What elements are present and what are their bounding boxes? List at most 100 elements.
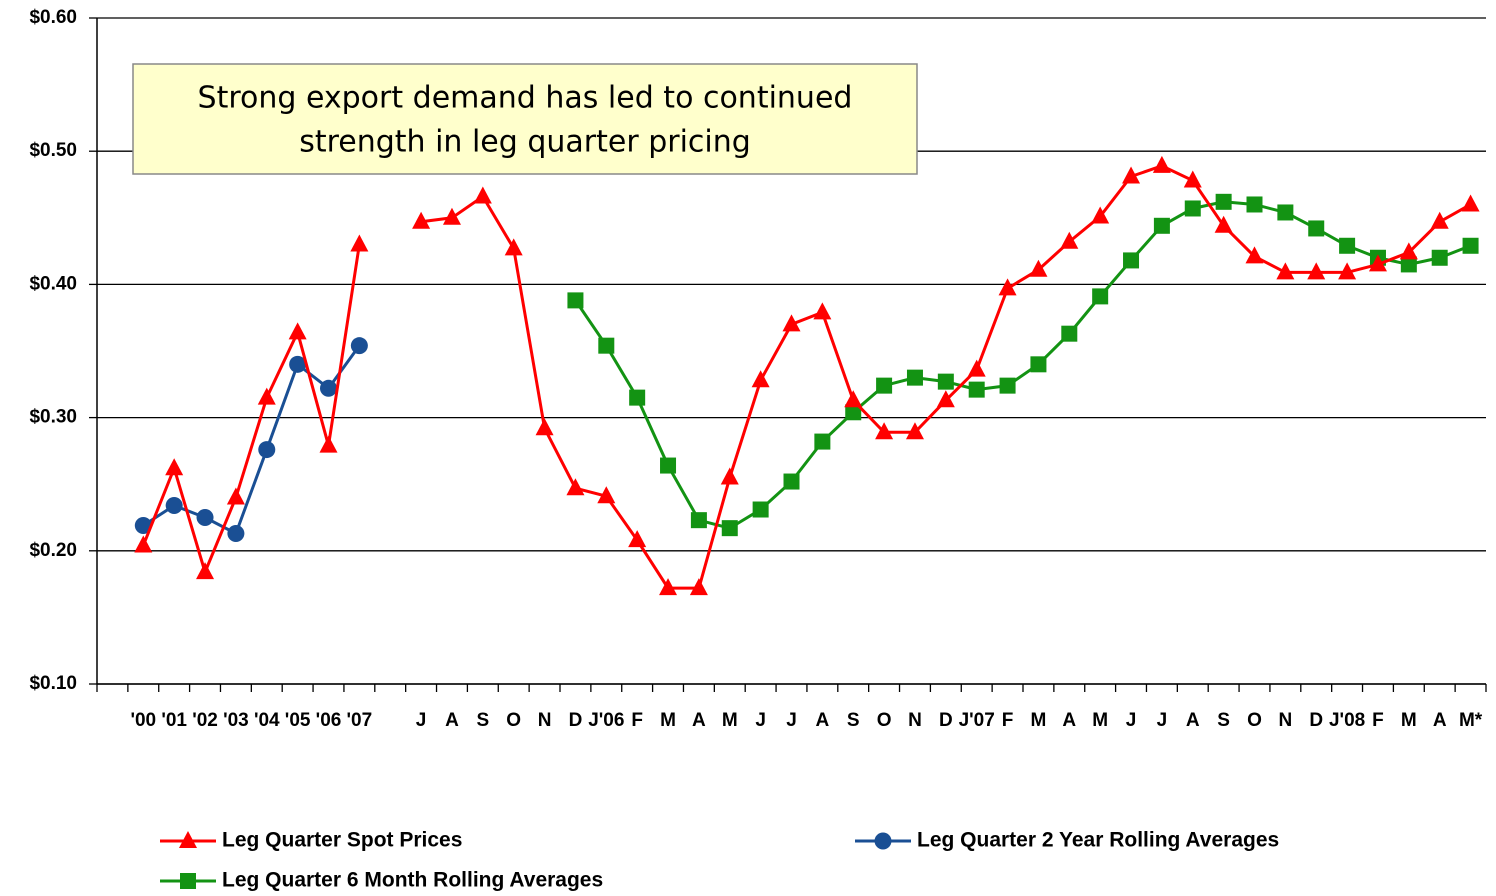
legend-marker [874,832,892,850]
marker-square [1400,256,1417,273]
marker-square [721,520,738,537]
marker-triangle [1060,231,1079,249]
marker-square [999,377,1016,394]
marker-square [937,373,954,390]
x-tick-label: J [416,710,427,731]
marker-circle [134,516,152,534]
x-tick-label: A [692,710,706,731]
x-tick-label: '04 [254,710,280,731]
x-tick-label: J'06 [588,710,624,731]
x-tick-label: M [1031,710,1047,731]
legend-marker [179,831,197,848]
marker-triangle [134,535,153,553]
x-tick-label: A [1186,710,1200,731]
marker-triangle [535,418,554,436]
marker-square [1184,200,1201,217]
x-tick-label: M [660,710,676,731]
x-tick-label: O [877,710,892,731]
marker-triangle [689,578,708,596]
marker-circle [350,337,368,355]
x-tick-label: A [815,710,829,731]
marker-triangle [1461,194,1480,212]
marker-square [1308,220,1325,237]
marker-triangle [813,302,832,320]
marker-square [906,369,923,386]
marker-triangle [196,562,215,580]
marker-triangle [566,478,585,496]
x-tick-label: '03 [223,710,249,731]
marker-triangle [1276,262,1295,280]
marker-triangle [1245,246,1264,264]
marker-triangle [1183,170,1202,188]
x-tick-label: S [476,710,489,731]
marker-triangle [782,314,801,332]
y-tick-label: $0.40 [29,273,77,294]
marker-triangle [998,278,1017,296]
x-tick-label: N [1278,710,1292,731]
x-tick-label: F [1372,710,1384,731]
legend-marker [180,873,196,889]
marker-square [1277,204,1294,221]
marker-square [1246,196,1263,213]
marker-circle [258,441,276,459]
marker-triangle [504,238,523,256]
marker-square [814,433,831,450]
marker-triangle [165,458,184,476]
annotation-line: Strong export demand has led to continue… [198,81,853,116]
x-tick-label: A [1433,710,1447,731]
marker-square [968,381,985,398]
x-tick-label: '02 [192,710,218,731]
marker-square [598,337,615,354]
marker-circle [165,497,183,515]
annotation-line: strength in leg quarter pricing [299,125,751,160]
legend-label: Leg Quarter 6 Month Rolling Averages [222,869,603,892]
y-tick-label: $0.10 [29,673,77,694]
x-tick-label: M [722,710,738,731]
marker-triangle [473,186,492,204]
y-tick-label: $0.60 [29,7,77,28]
marker-triangle [1122,166,1141,184]
marker-triangle [1029,259,1048,277]
marker-square [1215,193,1232,210]
marker-square [1092,288,1109,305]
x-tick-label: J'07 [959,710,995,731]
x-tick-label: A [1062,710,1076,731]
marker-square [690,512,707,529]
marker-triangle [226,487,245,505]
marker-square [660,457,677,474]
marker-circle [320,379,337,397]
marker-triangle [875,422,894,440]
x-tick-label: J'08 [1329,710,1365,731]
x-tick-label: J [786,710,797,731]
marker-triangle [442,207,461,225]
marker-triangle [597,486,616,504]
marker-circle [227,524,245,542]
x-tick-label: D [939,710,953,731]
marker-triangle [659,578,678,596]
marker-square [783,473,800,490]
x-tick-label: '06 [316,710,342,731]
legend-label: Leg Quarter 2 Year Rolling Averages [917,829,1279,852]
marker-triangle [1214,215,1233,233]
marker-triangle [936,390,955,408]
marker-triangle [257,387,276,405]
x-tick-label: '07 [347,710,373,731]
marker-square [845,404,862,421]
x-tick-label: M [1401,710,1417,731]
y-tick-label: $0.30 [29,407,77,428]
marker-square [752,501,769,518]
x-tick-label: J [1157,710,1168,731]
annotation-box [132,63,918,175]
marker-triangle [628,530,647,548]
x-tick-label: D [1309,710,1323,731]
x-tick-label: F [1002,710,1014,731]
marker-triangle [350,234,369,252]
marker-triangle [1430,211,1449,229]
marker-triangle [1399,242,1418,260]
x-tick-label: O [1247,710,1262,731]
x-tick-label: S [847,710,860,731]
marker-triangle [319,435,338,453]
x-tick-label: O [506,710,521,731]
x-tick-label: S [1217,710,1230,731]
